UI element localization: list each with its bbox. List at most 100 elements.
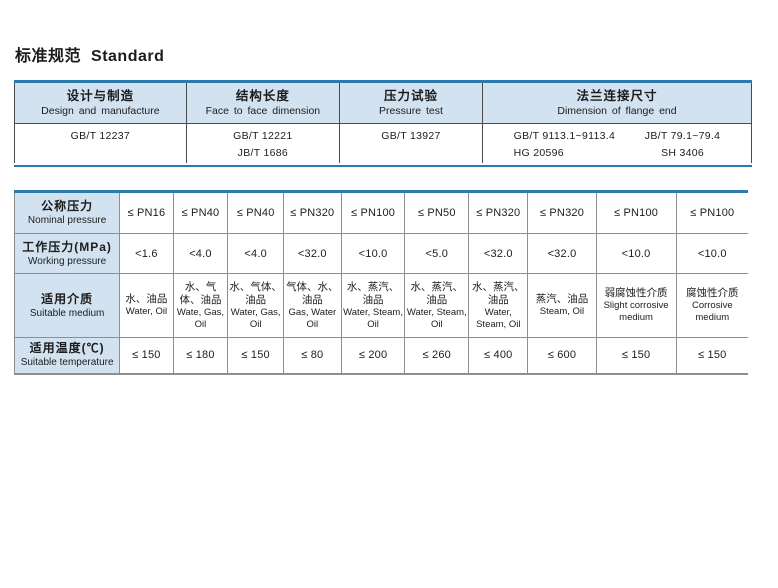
medium-en: Water, Gas, Oil: [230, 306, 281, 330]
row-label-en: Nominal pressure: [27, 215, 107, 226]
row-label-zh: 适用介质: [41, 291, 94, 306]
cell-nominal-2: ≤ PN40: [172, 191, 229, 234]
page-title-zh: 标准规范: [15, 48, 82, 65]
standard-code: GB/T 12237: [70, 130, 131, 142]
cell-medium-4: 气体、水、油品 Gas, Water Oil: [282, 273, 342, 338]
standards-col-flange-en: Dimension of flange end: [557, 105, 677, 117]
standards-col-design-en: Design and manufacture: [41, 105, 160, 117]
row-suitable-temperature: 适用温度(℃) Suitable temperature ≤ 150 ≤ 180…: [13, 337, 748, 374]
standards-value-design: GB/T 12237: [14, 123, 187, 163]
cell-working-5: <10.0: [340, 233, 406, 274]
cell-working-10: <10.0: [675, 233, 748, 274]
spec-table: 公称压力 Nominal pressure ≤ PN16 ≤ PN40 ≤ PN…: [13, 190, 748, 375]
standards-col-face-to-face-zh: 结构长度: [235, 89, 290, 103]
medium-zh: 蒸汽、油品: [535, 293, 589, 305]
cell-temp-6: ≤ 260: [404, 337, 470, 374]
standards-col-pressure-test: 压力试验 Pressure test: [339, 81, 483, 124]
cell-working-7: <32.0: [468, 233, 529, 274]
row-label-zh: 工作压力(MPa): [22, 239, 112, 254]
flange-standards-left: GB/T 9113.1~9113.4 HG 20596: [514, 128, 615, 162]
cell-nominal-10: ≤ PN100: [675, 191, 748, 234]
standards-col-flange: 法兰连接尺寸 Dimension of flange end: [481, 81, 753, 124]
cell-medium-3: 水、气体、油品 Water, Gas, Oil: [227, 273, 284, 338]
cell-temp-7: ≤ 400: [468, 337, 529, 374]
standards-table: 设计与制造 Design and manufacture 结构长度 Face t…: [14, 80, 753, 167]
standard-code: GB/T 13927: [381, 130, 441, 142]
medium-zh: 水、蒸汽、油品: [346, 280, 400, 306]
standard-code: GB/T 9113.1~9113.4: [513, 130, 616, 142]
row-label-en: Suitable temperature: [20, 357, 114, 369]
medium-zh: 水、油品: [125, 293, 168, 305]
medium-en: Steam, Oil: [539, 306, 585, 317]
standards-value-face-to-face: GB/T 12221 JB/T 1686: [185, 123, 341, 163]
cell-nominal-1: ≤ PN16: [119, 191, 174, 234]
medium-zh: 气体、水、油品: [286, 280, 339, 306]
medium-en: Water, Steam, Oil: [476, 306, 521, 330]
medium-zh: 水、蒸汽、油品: [410, 280, 464, 306]
cell-temp-1: ≤ 150: [119, 337, 174, 374]
standards-col-design: 设计与制造 Design and manufacture: [14, 81, 187, 124]
cell-working-9: <10.0: [595, 233, 677, 274]
cell-nominal-3: ≤ PN40: [227, 191, 284, 234]
row-suitable-medium: 适用介质 Suitable medium 水、油品 Water, Oil 水、气…: [13, 273, 748, 338]
medium-en: Corrosive medium: [691, 300, 733, 323]
row-working-pressure: 工作压力(MPa) Working pressure <1.6 <4.0 <4.…: [13, 233, 748, 274]
cell-working-6: <5.0: [404, 233, 470, 274]
standards-value-flange: GB/T 9113.1~9113.4 HG 20596 JB/T 79.1~79…: [481, 123, 753, 163]
cell-medium-9: 弱腐蚀性介质 Slight corrosive medium: [595, 273, 677, 338]
cell-temp-9: ≤ 150: [595, 337, 677, 374]
cell-nominal-8: ≤ PN320: [527, 191, 597, 234]
cell-nominal-5: ≤ PN100: [340, 191, 406, 234]
cell-temp-3: ≤ 150: [227, 337, 284, 374]
row-label-suitable-medium: 适用介质 Suitable medium: [13, 273, 121, 338]
standard-code: GB/T 12221: [233, 130, 293, 142]
standards-col-pressure-test-en: Pressure test: [379, 105, 443, 117]
cell-working-1: <1.6: [119, 233, 174, 274]
row-label-en: Suitable medium: [29, 307, 105, 319]
row-label-en: Working pressure: [28, 255, 107, 267]
cell-temp-2: ≤ 180: [172, 337, 229, 374]
cell-medium-2: 水、气体、油品 Wate, Gas, Oil: [172, 273, 229, 338]
cell-temp-10: ≤ 150: [675, 337, 748, 374]
standards-col-face-to-face-en: Face to face dimension: [205, 105, 321, 117]
medium-en: Wate, Gas, Oil: [176, 306, 225, 330]
standard-code: HG 20596: [513, 147, 564, 159]
medium-zh: 腐蚀性介质: [686, 287, 739, 299]
cell-medium-5: 水、蒸汽、油品 Water, Steam, Oil: [340, 273, 406, 338]
cell-nominal-9: ≤ PN100: [595, 191, 677, 234]
cell-nominal-6: ≤ PN50: [404, 191, 470, 234]
row-label-suitable-temperature: 适用温度(℃) Suitable temperature: [13, 337, 121, 374]
cell-medium-6: 水、蒸汽、油品 Water, Steam, Oil: [404, 273, 470, 338]
standard-code: JB/T 1686: [237, 147, 289, 159]
flange-standards-right: JB/T 79.1~79.4 SH 3406: [645, 128, 721, 162]
cell-working-2: <4.0: [172, 233, 229, 274]
row-nominal-pressure: 公称压力 Nominal pressure ≤ PN16 ≤ PN40 ≤ PN…: [13, 191, 748, 234]
cell-medium-10: 腐蚀性介质 Corrosive medium: [675, 273, 748, 338]
cell-medium-1: 水、油品 Water, Oil: [119, 273, 174, 338]
medium-zh: 水、蒸汽、油品: [472, 280, 525, 306]
medium-en: Gas, Water Oil: [288, 306, 337, 330]
cell-nominal-4: ≤ PN320: [282, 191, 342, 234]
cell-medium-8: 蒸汽、油品 Steam, Oil: [527, 273, 597, 338]
standards-col-design-zh: 设计与制造: [66, 89, 135, 103]
medium-en: Slight corrosive medium: [603, 300, 669, 323]
standards-col-flange-zh: 法兰连接尺寸: [576, 89, 658, 103]
cell-working-8: <32.0: [527, 233, 597, 274]
standards-col-pressure-test-zh: 压力试验: [383, 89, 438, 103]
cell-medium-7: 水、蒸汽、油品 Water, Steam, Oil: [468, 273, 529, 338]
row-label-working-pressure: 工作压力(MPa) Working pressure: [13, 233, 121, 274]
standards-col-face-to-face: 结构长度 Face to face dimension: [185, 81, 341, 124]
medium-en: Water, Steam, Oil: [406, 306, 467, 330]
row-label-zh: 适用温度(℃): [29, 341, 105, 356]
medium-en: Water, Oil: [125, 306, 168, 317]
row-label-zh: 公称压力: [41, 199, 94, 213]
row-label-nominal-pressure: 公称压力 Nominal pressure: [13, 191, 121, 234]
medium-zh: 水、气体、油品: [229, 280, 282, 306]
standard-code: JB/T 79.1~79.4: [644, 130, 721, 142]
cell-working-4: <32.0: [282, 233, 342, 274]
page-title: 标准规范 Standard: [15, 42, 164, 66]
cell-nominal-7: ≤ PN320: [468, 191, 529, 234]
standard-code: SH 3406: [661, 147, 705, 159]
page-title-en: Standard: [91, 48, 165, 65]
cell-temp-5: ≤ 200: [340, 337, 406, 374]
